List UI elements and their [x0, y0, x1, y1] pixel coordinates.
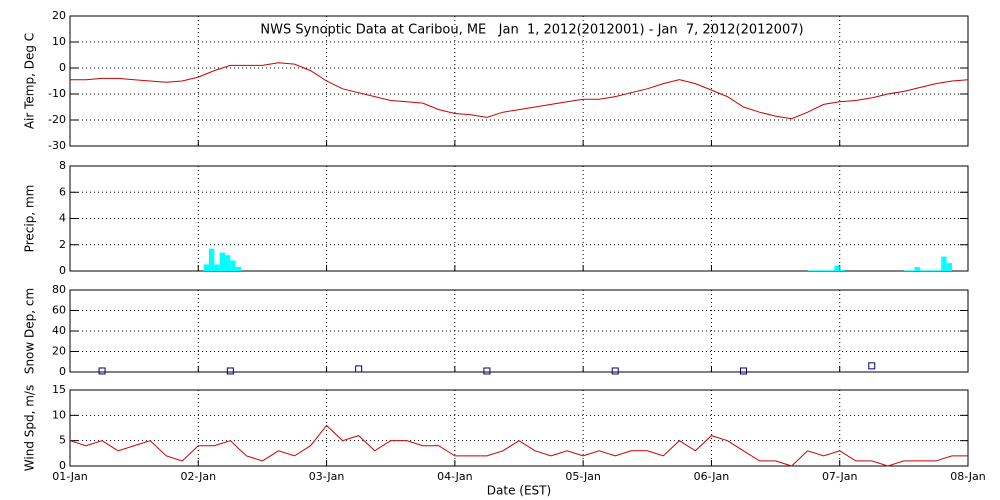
bar [203, 264, 209, 271]
x-tick-label: 02-Jan [181, 470, 217, 483]
bar [941, 256, 947, 271]
point [98, 367, 106, 375]
y-tick-label: 8 [59, 159, 66, 172]
bar [208, 248, 215, 271]
x-tick-label: 08-Jan [950, 470, 986, 483]
bar [930, 270, 936, 271]
bar [807, 270, 813, 271]
x-tick-label: 05-Jan [565, 470, 601, 483]
x-tick-label: 07-Jan [822, 470, 858, 483]
plot-frame [69, 389, 969, 467]
point [740, 367, 747, 375]
bar [812, 270, 819, 271]
point [868, 362, 876, 370]
y-tick-label: 5 [59, 434, 66, 447]
x-axis-label: Date (EST) [487, 484, 551, 498]
point [483, 367, 491, 375]
y-tick-label: 4 [59, 212, 66, 225]
y-tick-label: 0 [59, 365, 66, 378]
y-tick-label: 20 [52, 345, 66, 358]
y-tick-label: 20 [52, 9, 66, 22]
plot-frame [69, 15, 969, 147]
y-tick-label: 6 [59, 185, 66, 198]
y-tick-label: 0 [59, 61, 66, 74]
y-axis-label: Precip, mm [23, 185, 37, 253]
y-tick-label: 60 [52, 304, 66, 317]
bar [839, 269, 846, 271]
x-tick-label: 04-Jan [437, 470, 473, 483]
x-tick-label: 01-Jan [52, 470, 88, 483]
bar [914, 267, 920, 271]
x-tick-label: 06-Jan [694, 470, 730, 483]
bar [829, 270, 835, 271]
y-tick-label: 40 [52, 324, 66, 337]
y-tick-label: -20 [48, 113, 66, 126]
y-tick-label: 0 [59, 264, 66, 277]
y-tick-label: 15 [52, 383, 66, 396]
point [611, 367, 619, 375]
y-axis-label: Air Temp, Deg C [23, 33, 37, 129]
bar [919, 270, 926, 271]
bar [925, 270, 931, 271]
point [226, 367, 234, 375]
data-line [69, 424, 968, 467]
chart-title: NWS Synoptic Data at Caribou, ME Jan 1, … [260, 23, 803, 38]
bar [225, 255, 231, 271]
y-tick-label: -30 [48, 139, 66, 152]
bar [909, 270, 915, 271]
bar [935, 270, 942, 271]
bar [946, 263, 952, 271]
data-line [70, 62, 969, 120]
bar [230, 260, 236, 271]
y-tick-label: 0 [59, 459, 66, 472]
bar [235, 267, 242, 271]
bar [834, 265, 840, 271]
bar [214, 264, 220, 271]
y-tick-label: 80 [52, 283, 66, 296]
bar [903, 270, 910, 271]
y-axis-label: Wind Spd, m/s [23, 385, 37, 471]
y-tick-label: 10 [52, 35, 66, 48]
bar [823, 270, 830, 271]
x-tick-label: 03-Jan [309, 470, 345, 483]
point [355, 365, 363, 373]
bar [818, 270, 824, 271]
y-tick-label: -10 [48, 87, 66, 100]
y-tick-label: 10 [52, 408, 66, 421]
bar [219, 252, 226, 271]
y-axis-label: Snow Dep, cm [23, 288, 37, 374]
y-tick-label: 2 [59, 238, 66, 251]
